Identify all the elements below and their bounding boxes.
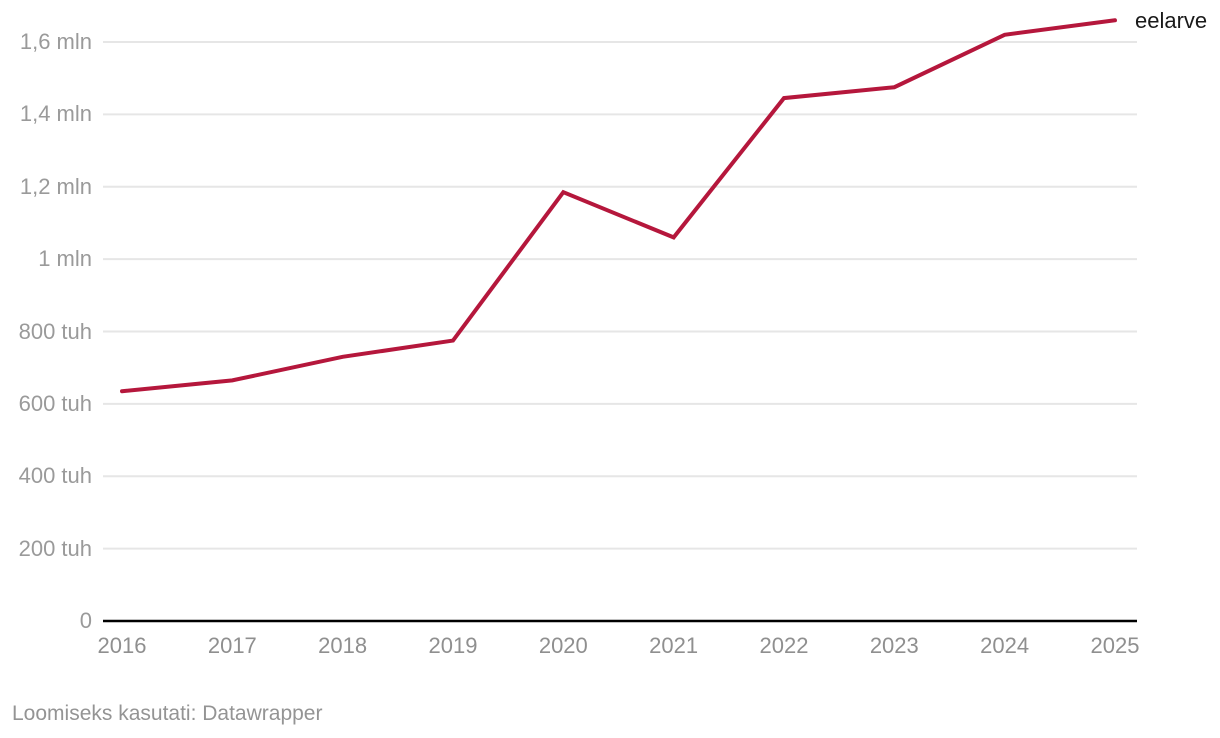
y-tick-label: 1,2 mln: [19, 173, 92, 199]
y-tick-label: 200 tuh: [18, 535, 92, 561]
x-tick-label: 2024: [980, 633, 1030, 658]
series-label-eelarve: eelarve: [1135, 8, 1208, 33]
x-tick-label: 2023: [869, 633, 919, 658]
series-line-eelarve: [120, 18, 1117, 394]
y-tick-label: 1,4 mln: [19, 101, 92, 127]
y-tick-label: 1 mln: [38, 246, 92, 272]
y-tick-label: 1,6 mln: [19, 29, 92, 54]
chart-canvas: [103, 18, 1137, 623]
attribution-text: Loomiseks kasutati: Datawrapper: [12, 702, 323, 725]
y-tick-label: 800 tuh: [18, 318, 92, 344]
y-tick-label: 400 tuh: [18, 463, 92, 489]
x-tick-label: 2022: [759, 633, 809, 658]
x-tick-label: 2020: [538, 633, 588, 658]
y-tick-label: 600 tuh: [18, 390, 92, 416]
x-tick-label: 2017: [207, 633, 257, 658]
x-tick-label: 2019: [428, 633, 478, 658]
x-tick-label: 2021: [649, 633, 699, 658]
y-tick-label: 0: [79, 608, 92, 633]
x-tick-label: 2018: [318, 633, 368, 658]
line-chart: 0 200 tuh 400 tuh 600 tuh 800 tuh 1 mln 1,2 ml…: [18, 8, 1208, 658]
x-tick-label: 2025: [1090, 633, 1140, 658]
x-tick-label: 2016: [97, 633, 147, 658]
